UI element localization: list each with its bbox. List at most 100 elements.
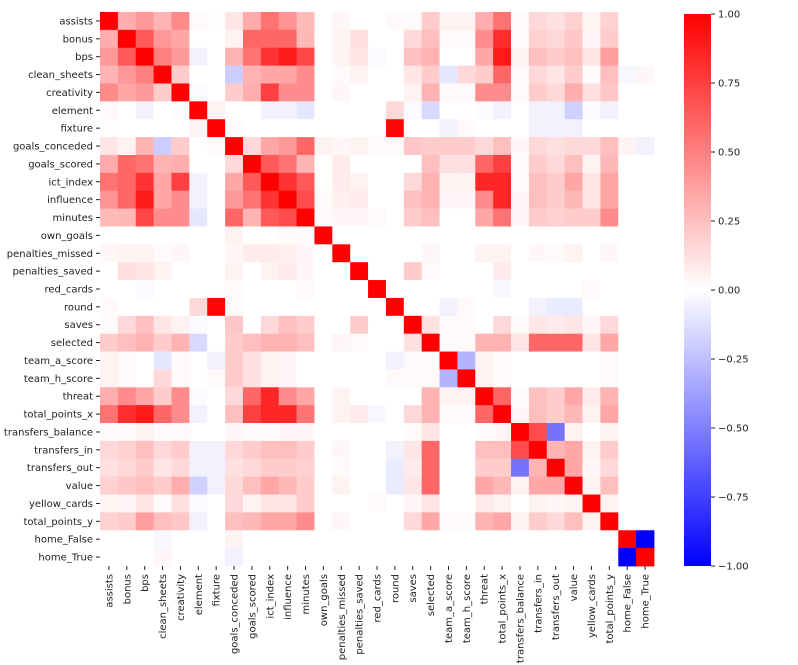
heatmap-cell-bps-home_True [636, 47, 655, 67]
heatmap-cell-home_False-team_h_score [457, 530, 476, 549]
heatmap-cell-creativity-team_h_score [457, 83, 476, 102]
heatmap-cell-transfers_in-goals_conceded [225, 440, 244, 460]
heatmap-cell-saves-own_goals [314, 315, 333, 335]
heatmap-cell-bps-total_points_y [600, 47, 619, 67]
heatmap-cell-threat-round [385, 387, 405, 406]
heatmap-cell-transfers_balance-total_points_x [493, 423, 512, 442]
heatmap-cell-home_True-transfers_in [528, 548, 548, 567]
heatmap-cell-home_False-transfers_in [528, 530, 548, 549]
heatmap-cell-bonus-influence [278, 29, 297, 49]
heatmap-cell-saves-total_points_x [493, 315, 512, 335]
heatmap-cell-bps-bps [135, 47, 155, 67]
heatmap-cell-own_goals-ict_index [260, 226, 280, 245]
heatmap-cell-influence-clean_sheets [153, 190, 172, 209]
heatmap-cell-transfers_out-own_goals [314, 458, 333, 478]
y-tick-labels: assists bonus bps clean_sheets creativity ele… [4, 16, 100, 564]
heatmap-cell-threat-total_points_y [600, 387, 619, 406]
heatmap-cell-own_goals-team_a_score [439, 226, 458, 245]
heatmap-cell-team_h_score-penalties_missed [332, 369, 351, 388]
heatmap-cell-fixture-penalties_missed [332, 119, 351, 138]
heatmap-cell-creativity-threat [475, 83, 494, 102]
heatmap-cell-assists-transfers_out [546, 12, 566, 31]
heatmap-cell-goals_scored-round [385, 154, 405, 174]
heatmap-cell-total_points_x-assists [100, 405, 119, 424]
x-tick-label: penalties_saved [355, 574, 366, 655]
heatmap-cell-yellow_cards-penalties_saved [350, 494, 369, 513]
heatmap-cell-goals_scored-threat [475, 154, 494, 174]
heatmap-cell-total_points_y-penalties_saved [350, 512, 369, 531]
heatmap-cell-threat-bps [135, 387, 155, 406]
heatmap-cell-selected-goals_scored [242, 333, 262, 352]
heatmap-cell-penalties_saved-creativity [171, 262, 190, 281]
heatmap-cell-fixture-assists [100, 119, 119, 138]
heatmap-cell-bps-creativity [171, 47, 190, 67]
heatmap-cell-round-total_points_x [493, 297, 512, 317]
heatmap-cell-yellow_cards-transfers_in [528, 494, 548, 513]
heatmap-cell-team_h_score-assists [100, 369, 119, 388]
heatmap-cell-transfers_out-round [385, 458, 405, 478]
heatmap-cell-value-penalties_saved [350, 476, 369, 495]
heatmap-cell-transfers_balance-creativity [171, 423, 190, 442]
heatmap-cell-assists-selected [421, 12, 440, 31]
heatmap-cell-fixture-goals_scored [242, 119, 262, 138]
heatmap-cell-creativity-home_True [636, 83, 655, 102]
heatmap-cell-element-round [385, 101, 405, 120]
heatmap-cell-goals_scored-element [189, 154, 208, 174]
heatmap-cell-team_h_score-influence [278, 369, 297, 388]
heatmap-cell-penalties_missed-element [189, 244, 208, 263]
heatmap-cell-team_a_score-team_a_score [439, 351, 458, 370]
y-tick-label: selected [51, 338, 93, 349]
heatmap-cell-home_True-ict_index [260, 548, 280, 567]
heatmap-cell-saves-home_True [636, 315, 655, 335]
y-tick-label: home_False [35, 535, 93, 546]
heatmap-cell-goals_conceded-fixture [207, 137, 226, 156]
heatmap-cell-threat-selected [421, 387, 440, 406]
heatmap-cell-minutes-value [564, 208, 583, 227]
y-tick-label: goals_conceded [13, 142, 93, 153]
heatmap-cell-element-home_False [618, 101, 637, 120]
heatmap-cell-creativity-element [189, 83, 208, 102]
heatmap-cell-total_points_y-home_False [618, 512, 637, 531]
colorbar-tick-label: 0.25 [718, 217, 740, 228]
heatmap-cell-penalties_saved-clean_sheets [153, 262, 172, 281]
heatmap-cell-round-penalties_missed [332, 297, 351, 317]
heatmap-cell-team_a_score-penalties_missed [332, 351, 351, 370]
heatmap-cell-transfers_balance-transfers_in [528, 423, 548, 442]
heatmap-cell-team_h_score-goals_scored [242, 369, 262, 388]
heatmap-cell-saves-saves [403, 315, 423, 335]
heatmap-cell-saves-transfers_out [546, 315, 566, 335]
heatmap-cell-penalties_saved-bonus [117, 262, 137, 281]
heatmap-cell-total_points_y-selected [421, 512, 440, 531]
heatmap-cell-bps-penalties_saved [350, 47, 369, 67]
heatmap-cell-creativity-penalties_saved [350, 83, 369, 102]
heatmap-cell-total_points_x-selected [421, 405, 440, 424]
heatmap-cell-value-round [385, 476, 405, 495]
heatmap-cell-influence-red_cards [368, 190, 387, 209]
heatmap-cell-ict_index-ict_index [260, 172, 280, 192]
heatmap-cell-ict_index-transfers_in [528, 172, 548, 192]
heatmap-cell-threat-saves [403, 387, 423, 406]
heatmap-cell-red_cards-total_points_x [493, 280, 512, 299]
heatmap-cell-bonus-red_cards [368, 29, 387, 49]
heatmap-cell-team_a_score-bps [135, 351, 155, 370]
heatmap-cell-saves-transfers_balance [511, 315, 530, 335]
heatmap-cell-home_False-transfers_balance [511, 530, 530, 549]
heatmap-cell-transfers_out-yellow_cards [582, 458, 601, 478]
heatmap-cell-ict_index-threat [475, 172, 494, 192]
heatmap-cell-penalties_saved-home_False [618, 262, 637, 281]
heatmap-cell-selected-minutes [296, 333, 315, 352]
heatmap-cell-clean_sheets-ict_index [260, 65, 280, 84]
heatmap-cell-total_points_y-own_goals [314, 512, 333, 531]
heatmap-cell-team_a_score-goals_conceded [225, 351, 244, 370]
heatmap-cell-value-team_a_score [439, 476, 458, 495]
heatmap-cell-penalties_missed-transfers_in [528, 244, 548, 263]
heatmap-cell-team_h_score-bps [135, 369, 155, 388]
heatmap-cell-home_False-selected [421, 530, 440, 549]
heatmap-cell-creativity-fixture [207, 83, 226, 102]
heatmap-cell-total_points_x-yellow_cards [582, 405, 601, 424]
heatmap-cell-red_cards-team_a_score [439, 280, 458, 299]
heatmap-cell-influence-element [189, 190, 208, 209]
heatmap-cell-creativity-selected [421, 83, 440, 102]
heatmap-cell-penalties_missed-ict_index [260, 244, 280, 263]
heatmap-cell-element-home_True [636, 101, 655, 120]
